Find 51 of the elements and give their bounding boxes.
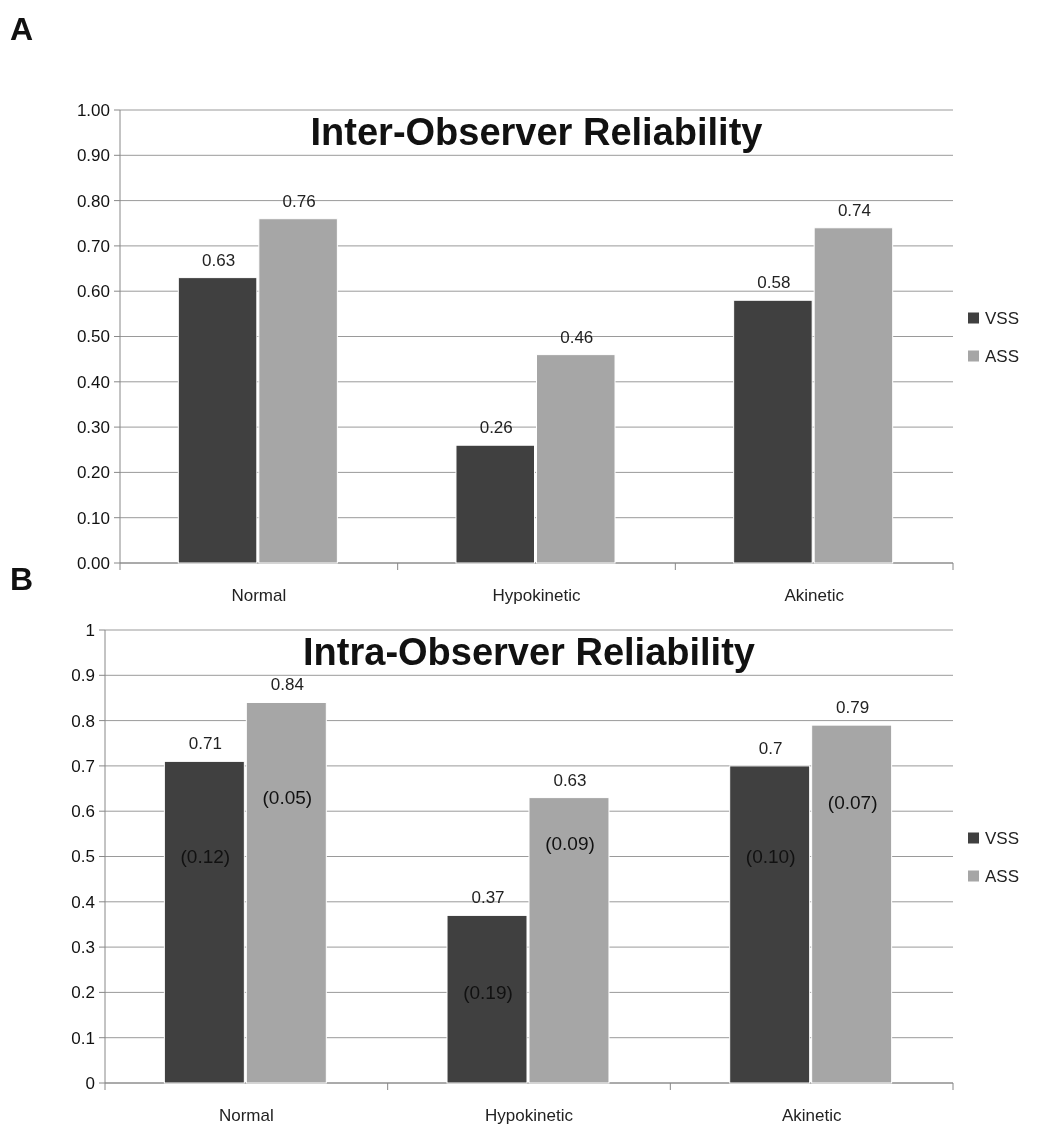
y-tick-label: 0.90 [76, 146, 110, 166]
data-label: 0.71 [188, 734, 222, 754]
x-tick-label: Normal [218, 1106, 274, 1125]
data-label: 0.37 [471, 888, 505, 908]
y-tick-label: 0.1 [71, 1028, 95, 1048]
y-tick-label: 0.60 [76, 282, 110, 302]
y-tick-label: 0.40 [76, 372, 110, 392]
chart-title: Intra-Observer Reliability [303, 631, 755, 673]
legend-label: VSS [985, 309, 1020, 329]
data-label: 0.76 [282, 191, 316, 211]
data-label: 0.84 [270, 675, 304, 695]
y-tick-label: 0.30 [76, 418, 110, 438]
x-tick-label: Akinetic [784, 586, 845, 605]
x-tick-label: Normal [231, 586, 287, 605]
y-tick-label: 0.70 [76, 236, 110, 256]
annotation: (0.09) [545, 832, 595, 854]
y-tick-label: 0.8 [71, 711, 95, 731]
data-label: 0.79 [836, 698, 870, 718]
data-label: 0.46 [560, 327, 594, 347]
data-label: 0.7 [758, 738, 783, 758]
data-label: 0.74 [837, 200, 871, 220]
y-tick-label: 0.3 [71, 938, 95, 958]
legend-label: ASS [985, 867, 1020, 887]
x-tick-label: Akinetic [781, 1106, 842, 1125]
y-tick-label: 1.00 [76, 100, 110, 120]
y-tick-label: 0.50 [76, 327, 110, 347]
y-tick-label: 1 [85, 620, 95, 640]
legend-label: VSS [985, 829, 1020, 849]
annotation: (0.05) [262, 787, 313, 809]
data-label: 0.63 [553, 770, 587, 790]
y-tick-label: 0.5 [71, 847, 95, 867]
y-tick-label: 0.6 [71, 802, 95, 822]
y-tick-label: 0.4 [71, 892, 95, 912]
data-label: 0.26 [479, 418, 513, 438]
annotation: (0.07) [827, 791, 878, 813]
y-tick-label: 0 [85, 1073, 95, 1093]
y-tick-label: 0.2 [71, 983, 95, 1003]
y-tick-label: 0.9 [71, 666, 95, 686]
y-tick-label: 0.10 [76, 508, 110, 528]
text: A [10, 11, 34, 47]
y-tick-label: 0.00 [76, 553, 110, 573]
data-label: 0.63 [202, 250, 236, 270]
chart-title: Inter-Observer Reliability [310, 111, 763, 153]
y-tick-label: 0.20 [76, 463, 110, 483]
legend-label: ASS [985, 347, 1020, 367]
text: B [10, 561, 34, 597]
y-tick-label: 0.80 [76, 191, 110, 211]
data-label: 0.58 [757, 273, 791, 293]
x-tick-label: Hypokinetic [485, 1106, 574, 1125]
x-tick-label: Hypokinetic [492, 586, 581, 605]
y-tick-label: 0.7 [71, 756, 95, 776]
